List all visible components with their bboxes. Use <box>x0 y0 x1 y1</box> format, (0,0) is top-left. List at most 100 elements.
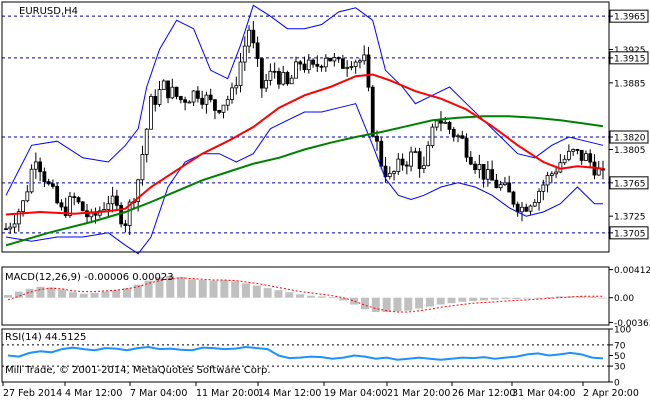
candle-body <box>277 70 281 85</box>
candle-body <box>375 135 379 142</box>
candle-body <box>272 70 277 73</box>
candle-body <box>123 223 128 226</box>
macd-histogram-bar <box>198 279 207 298</box>
bollinger-lower-line <box>5 103 603 255</box>
candle-body <box>515 203 520 213</box>
x-tick-label: 26 Mar 12:00 <box>452 388 515 399</box>
candle-body <box>16 211 21 225</box>
macd-histogram-bar <box>166 275 175 298</box>
macd-histogram-bar <box>534 297 543 299</box>
candle-body <box>80 201 85 212</box>
x-tick-label: 27 Feb 2014 <box>3 388 62 399</box>
candle-body <box>217 110 222 113</box>
macd-histogram-bar <box>36 286 45 298</box>
macd-panel: 0.00412 0.00 -0.00363 <box>4 266 650 329</box>
macd-histogram-bar <box>252 285 261 298</box>
candle-body <box>507 182 512 193</box>
candle-body <box>8 226 13 230</box>
macd-signal-line <box>7 277 603 313</box>
candle-body <box>545 175 550 186</box>
bollinger-upper-line <box>5 4 604 196</box>
candle-body <box>119 204 124 225</box>
candle-body <box>76 197 81 203</box>
y-tick-label: 1.3915 <box>614 54 646 64</box>
candle-body <box>251 29 256 44</box>
candle-body <box>485 169 490 180</box>
candle-body <box>315 63 320 67</box>
candle-body <box>166 80 170 99</box>
macd-histogram-bar <box>415 297 424 309</box>
rsi-y-tick-label: 30 <box>614 363 626 373</box>
macd-histogram-bar <box>599 297 607 299</box>
rsi-panel-frame <box>1 328 610 383</box>
candle-body <box>289 77 294 85</box>
macd-histogram-bar <box>555 296 564 298</box>
candle-body <box>579 149 584 161</box>
rsi-y-tick-label: 0 <box>614 379 620 389</box>
macd-histogram-bar <box>263 288 272 298</box>
x-tick-label: 31 Mar 04:00 <box>512 388 575 399</box>
candle-body <box>234 85 239 89</box>
candle-body <box>33 161 38 170</box>
candle-body <box>575 149 580 151</box>
candle-body <box>255 42 260 59</box>
candle-body <box>392 171 396 174</box>
x-tick-label: 11 Mar 20:00 <box>196 388 259 399</box>
candle-body <box>387 172 392 177</box>
candle-body <box>554 171 558 175</box>
x-tick-label: 2 Apr 20:00 <box>583 388 639 399</box>
candle-body <box>51 183 55 187</box>
candle-body <box>498 184 503 189</box>
macd-histogram-bar <box>469 297 478 302</box>
candle-body <box>242 45 247 63</box>
candle-body <box>464 137 469 158</box>
macd-histogram-bar <box>68 292 77 298</box>
macd-histogram-bar <box>393 297 402 312</box>
macd-histogram-bar <box>133 284 142 298</box>
candle-body <box>306 59 311 71</box>
macd-histogram-bar <box>523 297 532 299</box>
y-tick-label: 1.3705 <box>614 229 646 239</box>
candle-body <box>588 153 593 163</box>
candle-body <box>213 99 217 111</box>
candle-body <box>259 58 264 89</box>
candle-body <box>537 190 541 203</box>
candle-body <box>12 223 17 228</box>
candle-body <box>379 140 384 167</box>
candle-body <box>225 99 230 106</box>
candle-body <box>421 165 426 169</box>
candle-body <box>571 149 576 152</box>
y-tick-label: 1.3820 <box>614 134 646 144</box>
candle-body <box>311 59 315 65</box>
candle-body <box>443 122 448 124</box>
macd-histogram-bar <box>209 280 218 298</box>
candle-body <box>409 151 414 167</box>
candle-body <box>494 179 499 189</box>
candle-body <box>439 120 443 124</box>
candle-body <box>140 154 145 181</box>
macd-histogram-bar <box>285 292 294 298</box>
candle-body <box>247 29 251 47</box>
candle-body <box>157 89 162 105</box>
macd-histogram-bar <box>361 297 369 310</box>
macd-histogram-bar <box>512 297 521 300</box>
macd-title: MACD(12,26,9) -0.00006 0.00023 <box>5 272 174 283</box>
candle-body <box>400 158 405 166</box>
candle-body <box>264 80 269 89</box>
macd-y-tick-label: -0.00363 <box>614 319 650 329</box>
macd-histogram-bar <box>339 297 348 301</box>
candle-body <box>191 90 196 103</box>
y-tick-label: 1.3885 <box>614 79 646 89</box>
candle-body <box>353 61 358 67</box>
macd-histogram-bar <box>447 297 456 304</box>
candle-body <box>174 86 179 97</box>
candle-body <box>110 195 115 205</box>
candle-body <box>447 122 452 130</box>
candle-body <box>230 87 234 100</box>
candle-body <box>503 182 507 186</box>
candle-body <box>178 96 183 101</box>
candle-body <box>55 186 60 204</box>
candle-body <box>68 196 72 216</box>
